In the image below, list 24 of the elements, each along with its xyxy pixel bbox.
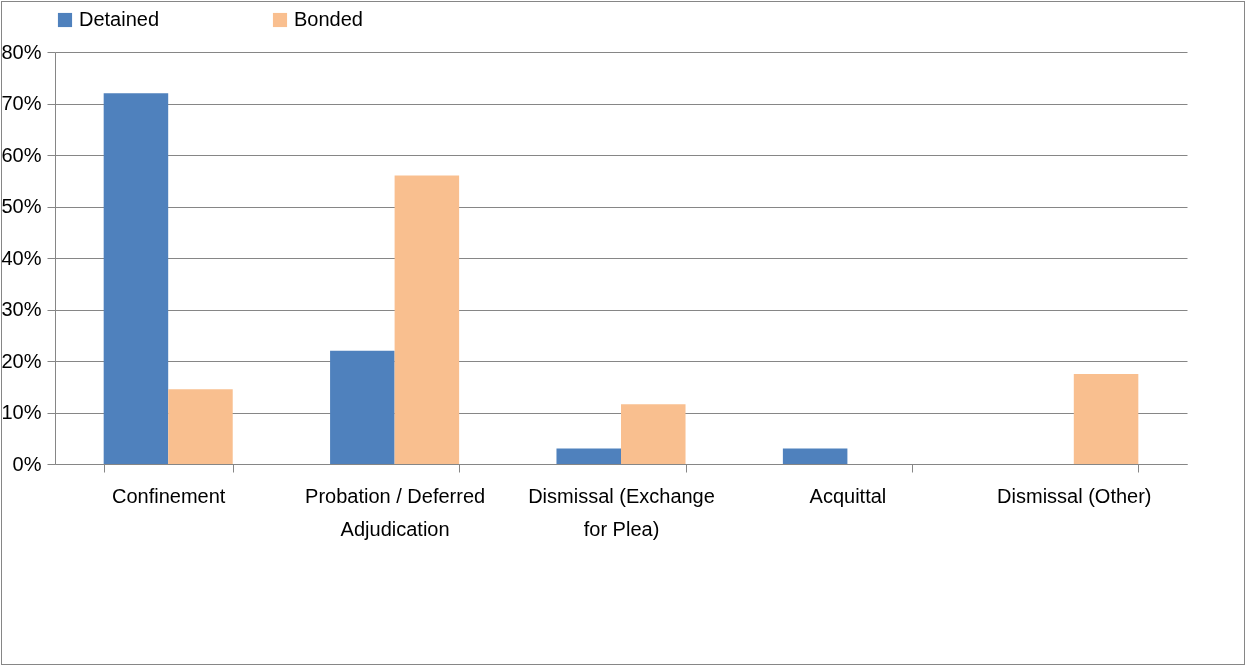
x-tick-label: Probation / Deferred Adjudication	[305, 484, 486, 540]
x-tick-label: Dismissal (Other)	[997, 484, 1152, 507]
bar	[782, 448, 848, 464]
y-tick-label: 10%	[1, 401, 42, 423]
bar	[394, 175, 460, 464]
y-tick-label: 30%	[1, 298, 42, 320]
y-tick-label: 80%	[1, 40, 42, 63]
y-tick-label: 50%	[1, 195, 42, 217]
y-tick-label: 70%	[1, 92, 42, 114]
bar	[103, 93, 169, 464]
y-tick-label: 40%	[1, 246, 42, 269]
y-tick-label: 0%	[12, 452, 42, 475]
legend-label: Detained	[79, 8, 160, 30]
x-tick-label: Dismissal (Exchange for Plea)	[528, 484, 715, 540]
bar	[1073, 373, 1139, 464]
bar	[621, 404, 686, 464]
y-tick-label: 20%	[1, 349, 42, 372]
x-tick-label: Confinement	[112, 484, 226, 507]
x-tick-label: Acquittal	[809, 484, 887, 507]
bar	[556, 448, 621, 464]
y-tick-label: 60%	[1, 143, 42, 166]
legend-label: Bonded	[294, 8, 363, 30]
bar	[168, 389, 233, 464]
bar	[330, 350, 395, 464]
